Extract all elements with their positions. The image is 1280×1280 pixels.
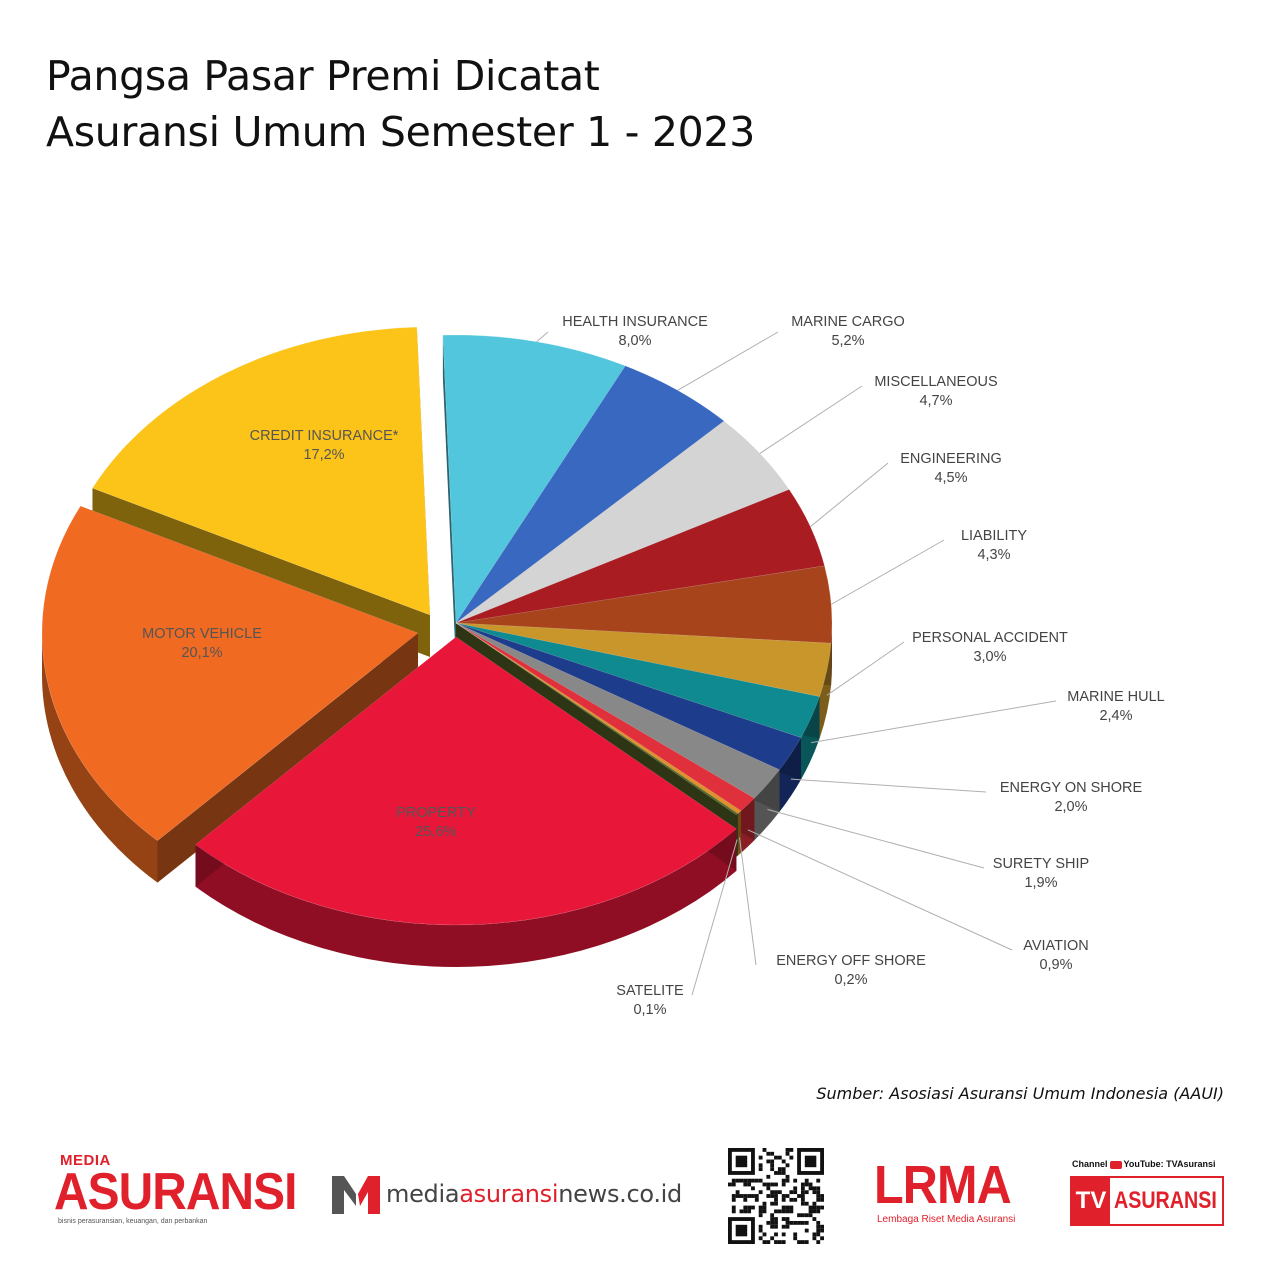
label-health-insurance: HEALTH INSURANCE (562, 314, 708, 330)
tv-word: ASURANSI (1114, 1187, 1217, 1214)
slice-aviation (455, 622, 755, 812)
media-asuransi-tagline: bisnis perasuransian, keuangan, dan perb… (58, 1218, 208, 1225)
source-note: Sumber: Asosiasi Asuransi Umum Indonesia… (816, 1084, 1224, 1103)
value-marine-hull: 2,4% (1099, 708, 1132, 724)
slice-credit-insurance (92, 326, 431, 616)
leader-lines (536, 331, 1057, 996)
lrma-subtitle: Lembaga Riset Media Asuransi (877, 1214, 1016, 1225)
label-property: PROPERTY (396, 805, 476, 821)
chart-title-line-1: Pangsa Pasar Premi Dicatat (46, 52, 600, 100)
leader-satelite (691, 839, 738, 996)
leader-health-insurance (536, 331, 549, 343)
value-motor-vehicle: 20,1% (181, 645, 222, 661)
leader-miscellaneous (759, 385, 863, 454)
value-personal-accident: 3,0% (973, 649, 1006, 665)
leader-liability (830, 539, 945, 605)
value-marine-cargo: 5,2% (831, 333, 864, 349)
leader-marine-hull (811, 700, 1057, 744)
slice-satelite (455, 622, 739, 816)
tv-asuransi-logo: TV ASURANSI (1070, 1176, 1224, 1226)
mediaasuransinews-logo: mediaasuransinews.co.id (386, 1180, 682, 1208)
chart-title-line-2: Asuransi Umum Semester 1 - 2023 (46, 108, 756, 156)
value-credit-insurance: 17,2% (303, 447, 344, 463)
cut-motor-vehicle (157, 633, 419, 883)
label-miscellaneous: MISCELLANEOUS (874, 374, 997, 390)
wall-property (195, 828, 737, 968)
slice-energy-on-shore (455, 622, 802, 771)
pie-slices (41, 326, 833, 926)
value-health-insurance: 8,0% (618, 333, 651, 349)
leader-engineering (810, 462, 889, 528)
news-prefix: media (386, 1180, 460, 1208)
slice-personal-accident (455, 622, 832, 697)
value-satelite: 0,1% (633, 1002, 666, 1018)
value-engineering: 4,5% (934, 470, 967, 486)
youtube-icon (1109, 1160, 1122, 1169)
cut-health-insurance (442, 335, 456, 665)
slice-marine-hull (455, 622, 820, 738)
value-energy-off-shore: 0,2% (834, 972, 867, 988)
slice-engineering (455, 489, 825, 624)
value-aviation: 0,9% (1039, 957, 1072, 973)
leader-personal-accident (826, 641, 905, 696)
label-engineering: ENGINEERING (900, 451, 1002, 467)
label-surety-ship: SURETY SHIP (993, 856, 1089, 872)
slice-energy-off-shore (455, 622, 742, 814)
tv-mark: TV (1072, 1178, 1110, 1224)
value-energy-on-shore: 2,0% (1054, 799, 1087, 815)
tv-channel-line: Channel YouTube: TVAsuransi (1072, 1159, 1216, 1169)
slice-property (195, 636, 737, 926)
value-liability: 4,3% (977, 547, 1010, 563)
wall-motor-vehicle (42, 633, 158, 883)
chart-title: Pangsa Pasar Premi Dicatat Asuransi Umum… (46, 48, 755, 160)
leader-energy-off-shore (738, 837, 757, 966)
leader-marine-cargo (677, 331, 779, 391)
label-motor-vehicle: MOTOR VEHICLE (142, 626, 262, 642)
news-brand: asuransi (459, 1180, 559, 1208)
slice-miscellaneous (455, 420, 790, 624)
slice-marine-cargo (455, 365, 725, 624)
label-marine-hull: MARINE HULL (1067, 689, 1165, 705)
label-energy-off-shore: ENERGY OFF SHORE (776, 953, 926, 969)
mediaasuransinews-m-icon (332, 1176, 380, 1214)
slice-labels: HEALTH INSURANCE 8,0% MARINE CARGO 5,2% MISC… (142, 314, 1165, 1018)
label-satelite: SATELITE (616, 983, 684, 999)
label-energy-on-shore: ENERGY ON SHORE (1000, 780, 1143, 796)
media-asuransi-logo-small: MEDIA (60, 1152, 111, 1169)
label-liability: LIABILITY (961, 528, 1027, 544)
leader-aviation (747, 829, 1013, 951)
lrma-logo: LRMA (874, 1155, 1012, 1215)
value-surety-ship: 1,9% (1024, 875, 1057, 891)
pie-chart: HEALTH INSURANCE 8,0% MARINE CARGO 5,2% MISC… (41, 314, 1165, 1018)
leader-surety-ship (767, 808, 985, 869)
qr-code-icon (728, 1148, 824, 1244)
label-credit-insurance: CREDIT INSURANCE* (250, 428, 399, 444)
tv-channel-prefix: Channel (1072, 1159, 1108, 1169)
slice-liability (455, 565, 833, 644)
label-marine-cargo: MARINE CARGO (791, 314, 905, 330)
label-personal-accident: PERSONAL ACCIDENT (912, 630, 1068, 646)
media-asuransi-logo: ASURANSI (54, 1163, 297, 1221)
value-property: 25,6% (415, 824, 456, 840)
slice-surety-ship (455, 622, 780, 799)
tv-channel-suffix: YouTube: TVAsuransi (1123, 1159, 1216, 1169)
wall-liability (831, 623, 832, 686)
value-miscellaneous: 4,7% (919, 393, 952, 409)
leader-energy-on-shore (790, 778, 987, 793)
label-aviation: AVIATION (1023, 938, 1089, 954)
news-suffix: news.co.id (558, 1180, 682, 1208)
slice-motor-vehicle (41, 505, 419, 841)
